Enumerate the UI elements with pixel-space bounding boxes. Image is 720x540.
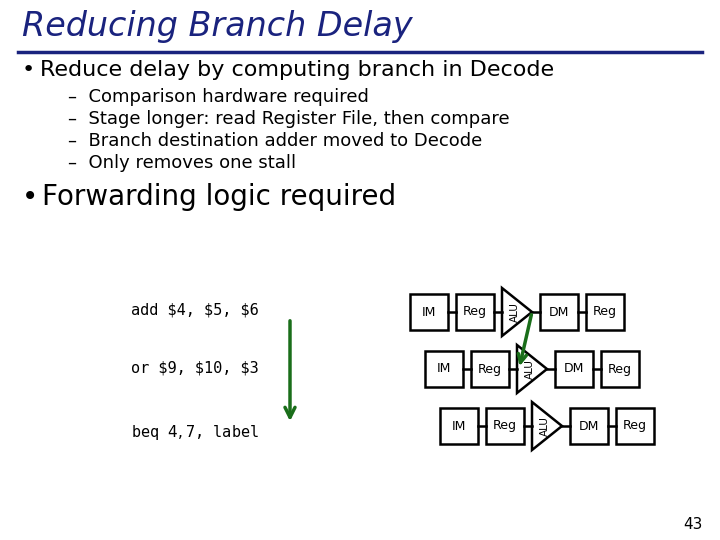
Text: Reducing Branch Delay: Reducing Branch Delay: [22, 10, 413, 43]
Text: DM: DM: [564, 362, 584, 375]
Bar: [440, 408, 478, 444]
Text: Reg: Reg: [478, 362, 502, 375]
Bar: [410, 294, 448, 330]
Text: –  Branch destination adder moved to Decode: – Branch destination adder moved to Deco…: [68, 132, 482, 150]
Bar: [570, 408, 608, 444]
Text: IM: IM: [422, 306, 436, 319]
Text: Reg: Reg: [593, 306, 617, 319]
Text: ALU: ALU: [510, 302, 520, 322]
Polygon shape: [532, 402, 562, 450]
Text: Reg: Reg: [463, 306, 487, 319]
Polygon shape: [517, 345, 547, 393]
Bar: [616, 408, 654, 444]
Bar: [471, 351, 509, 387]
Text: Reg: Reg: [608, 362, 632, 375]
Text: •: •: [22, 60, 35, 80]
Text: DM: DM: [549, 306, 570, 319]
Text: •: •: [22, 183, 38, 211]
Text: DM: DM: [579, 420, 599, 433]
Text: ALU: ALU: [539, 416, 549, 436]
Text: –  Stage longer: read Register File, then compare: – Stage longer: read Register File, then…: [68, 110, 510, 128]
Text: IM: IM: [437, 362, 451, 375]
Polygon shape: [502, 288, 532, 336]
Text: 43: 43: [683, 517, 703, 532]
Text: –  Only removes one stall: – Only removes one stall: [68, 154, 296, 172]
Bar: [601, 351, 639, 387]
Text: or $9, $10, $3: or $9, $10, $3: [131, 361, 259, 375]
Bar: [555, 351, 593, 387]
Text: Forwarding logic required: Forwarding logic required: [42, 183, 396, 211]
Bar: [425, 351, 463, 387]
Text: add $4, $5, $6: add $4, $5, $6: [131, 302, 259, 318]
Text: IM: IM: [452, 420, 466, 433]
Text: Reduce delay by computing branch in Decode: Reduce delay by computing branch in Deco…: [40, 60, 554, 80]
Bar: [540, 294, 578, 330]
Text: –  Comparison hardware required: – Comparison hardware required: [68, 88, 369, 106]
Bar: [586, 294, 624, 330]
Text: beq $4, $7, label: beq $4, $7, label: [131, 422, 259, 442]
Text: Reg: Reg: [493, 420, 517, 433]
Bar: [456, 294, 494, 330]
Text: Reg: Reg: [623, 420, 647, 433]
Text: ALU: ALU: [525, 359, 534, 379]
Bar: [486, 408, 524, 444]
